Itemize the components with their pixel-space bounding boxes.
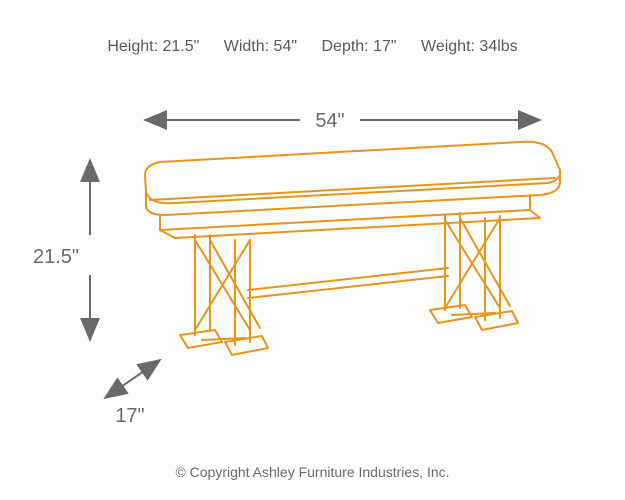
width-label: 54": [315, 110, 344, 132]
spec-weight: Weight: 34lbs: [421, 38, 518, 55]
spec-height: Height: 21.5": [107, 38, 203, 55]
spec-width: Width: 54": [224, 38, 302, 55]
spec-depth: Depth: 17": [321, 38, 401, 55]
copyright-notice: © Copyright Ashley Furniture Industries,…: [0, 464, 625, 480]
spec-width-value: 54": [274, 38, 297, 55]
bench-diagram: 54" 21.5" 17": [0, 80, 625, 460]
depth-label: 17": [115, 405, 144, 427]
spec-height-label: Height:: [107, 38, 158, 55]
copyright-text: © Copyright Ashley Furniture Industries,…: [175, 464, 449, 480]
spec-height-value: 21.5": [162, 38, 199, 55]
spec-width-label: Width:: [224, 38, 269, 55]
spec-weight-value: 34lbs: [479, 38, 517, 55]
height-label: 21.5": [33, 246, 79, 268]
spec-line: Height: 21.5" Width: 54" Depth: 17" Weig…: [0, 38, 625, 56]
spec-depth-label: Depth:: [321, 38, 368, 55]
spec-weight-label: Weight:: [421, 38, 475, 55]
height-dimension: 21.5": [33, 160, 90, 340]
depth-dimension: 17": [105, 360, 160, 427]
spec-depth-value: 17": [373, 38, 396, 55]
width-dimension: 54": [145, 110, 540, 132]
bench-outline: [145, 142, 560, 355]
